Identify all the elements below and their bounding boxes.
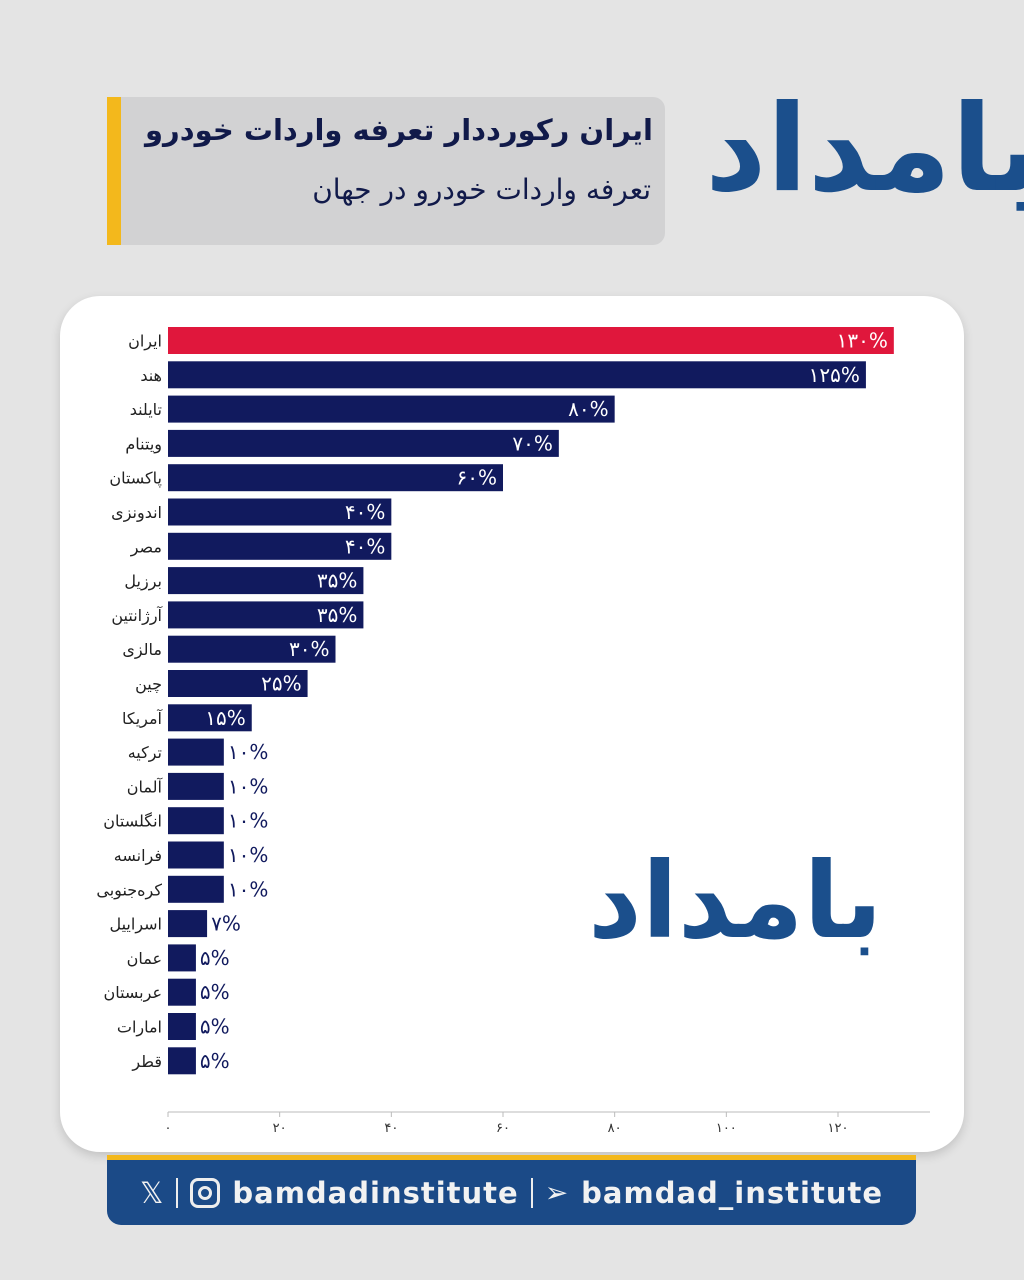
telegram-icon[interactable]: ➢ — [544, 1176, 570, 1209]
category-label: پاکستان — [109, 469, 162, 489]
bar — [168, 1047, 196, 1075]
data-label: ۴۰% — [345, 500, 386, 524]
brand-logo: بامداد — [705, 80, 1024, 219]
page-title: ایران رکورددار تعرفه واردات خودرو — [145, 113, 653, 147]
x-tick-label: ۰ — [165, 1121, 172, 1136]
bar — [168, 670, 308, 697]
data-label: ۳۵% — [317, 603, 358, 627]
x-tick-label: ۱۲۰ — [828, 1121, 849, 1136]
bar — [168, 738, 224, 766]
category-label: برزیل — [124, 572, 162, 592]
bar — [168, 532, 392, 560]
category-label: هند — [140, 366, 162, 385]
data-label: ۷۰% — [512, 431, 553, 455]
data-label: ۱۲۵% — [809, 363, 860, 387]
bar — [168, 498, 392, 526]
bar — [168, 910, 208, 938]
x-tick-label: ۲۰ — [273, 1121, 287, 1136]
data-label: ۱۰% — [228, 774, 268, 798]
x-tick-label: ۸۰ — [608, 1121, 622, 1136]
bar — [168, 567, 364, 595]
category-label: آمریکا — [122, 709, 164, 729]
data-label: ۷% — [211, 912, 241, 936]
bar — [168, 807, 224, 835]
data-label: ۵% — [200, 980, 230, 1004]
category-label: ایران — [128, 332, 162, 352]
data-label: ۵% — [200, 1015, 230, 1039]
category-label: آلمان — [127, 777, 164, 796]
bar — [168, 875, 224, 903]
instagram-icon[interactable] — [190, 1177, 221, 1208]
data-label: ۶۰% — [457, 466, 498, 490]
category-label: قطر — [131, 1052, 162, 1072]
category-label: فرانسه — [114, 846, 162, 866]
category-label: ویتنام — [125, 434, 162, 454]
data-label: ۱۰% — [228, 843, 268, 867]
telegram-handle[interactable]: bamdad_institute — [581, 1175, 883, 1210]
data-label: ۳۰% — [289, 637, 330, 661]
category-label: امارات — [117, 1018, 162, 1038]
x-tick-label: ۴۰ — [384, 1121, 398, 1136]
bar — [168, 635, 336, 663]
x-tick-label: ۱۰۰ — [716, 1121, 737, 1136]
bar — [168, 1013, 196, 1040]
data-label: ۴۰% — [345, 534, 386, 558]
bar — [168, 704, 252, 732]
category-label: ترکیه — [128, 743, 162, 763]
bar — [168, 944, 196, 972]
bar — [168, 601, 364, 629]
bar — [168, 429, 559, 457]
data-label: ۲۵% — [261, 672, 302, 696]
category-label: آرژانتین — [111, 606, 163, 626]
bar — [168, 395, 615, 423]
category-label: اندونزی — [111, 503, 162, 523]
category-label: مصر — [130, 537, 162, 557]
social-handle[interactable]: bamdadinstitute — [232, 1175, 519, 1210]
bar — [168, 361, 866, 389]
page-subtitle: تعرفه واردات خودرو در جهان — [312, 173, 651, 206]
data-label: ۱۳۰% — [837, 329, 888, 353]
data-label: ۱۵% — [205, 706, 246, 730]
data-label: ۱۰% — [228, 877, 268, 901]
category-label: انگلستان — [103, 812, 162, 831]
data-label: ۱۰% — [228, 809, 268, 833]
header-box: ایران رکورددار تعرفه واردات خودرو تعرفه … — [107, 97, 665, 245]
bar — [168, 772, 224, 800]
data-label: ۵% — [200, 1049, 230, 1073]
x-icon[interactable]: 𝕏 — [140, 1175, 165, 1210]
footer-bar: 𝕏 bamdadinstitute ➢ bamdad_institute — [107, 1155, 916, 1225]
category-label: عربستان — [103, 983, 162, 1003]
data-label: ۳۵% — [317, 569, 358, 593]
category-label: اسراییل — [109, 915, 162, 935]
category-label: چین — [135, 675, 162, 695]
category-label: عمان — [127, 949, 162, 968]
bar — [168, 841, 224, 869]
data-label: ۱۰% — [228, 740, 268, 764]
data-label: ۵% — [200, 946, 230, 970]
watermark-logo: بامداد — [588, 840, 884, 962]
category-label: کره‌جنوبی — [96, 880, 162, 900]
bar — [168, 978, 196, 1006]
data-label: ۸۰% — [568, 397, 609, 421]
bar — [168, 464, 503, 492]
category-label: مالزی — [122, 640, 162, 660]
x-tick-label: ۶۰ — [496, 1121, 510, 1136]
bar — [168, 327, 894, 354]
category-label: تایلند — [130, 400, 162, 419]
